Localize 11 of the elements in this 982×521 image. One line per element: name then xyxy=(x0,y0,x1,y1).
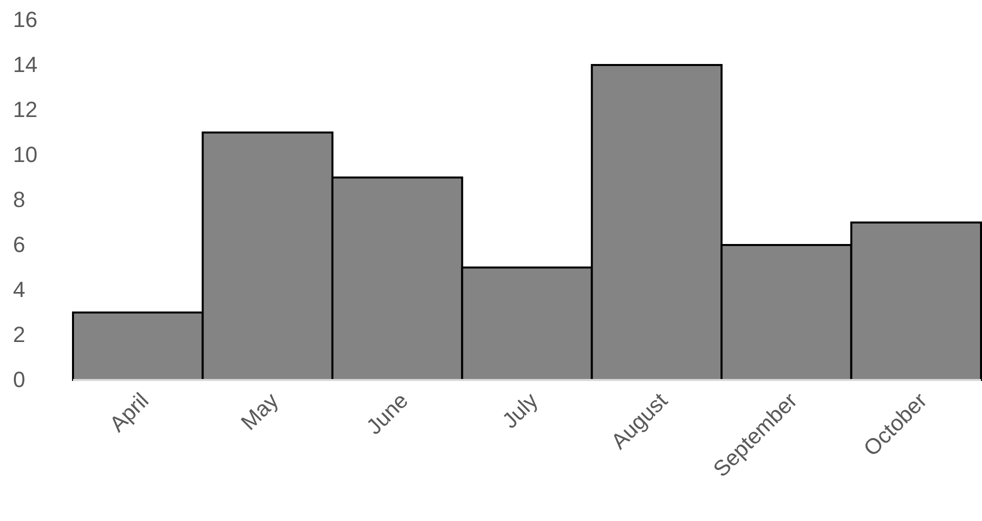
y-tick-label: 2 xyxy=(13,322,26,348)
y-tick-label: 0 xyxy=(13,367,26,392)
y-tick-label: 4 xyxy=(13,277,26,302)
y-tick-label: 8 xyxy=(13,187,26,212)
x-tick-label: July xyxy=(497,388,543,434)
y-tick-label: 16 xyxy=(13,7,38,32)
y-tick-label: 12 xyxy=(13,97,38,122)
x-tick-label: May xyxy=(236,388,284,435)
y-tick-label: 6 xyxy=(13,232,26,258)
y-tick-label: 10 xyxy=(13,142,38,168)
y-tick-label: 14 xyxy=(13,52,38,78)
